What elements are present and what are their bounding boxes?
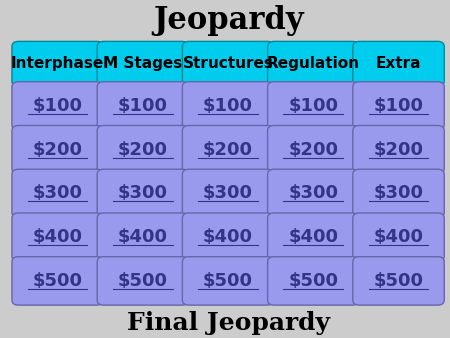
Text: $200: $200 (374, 141, 423, 159)
Text: Interphase: Interphase (11, 56, 104, 71)
FancyBboxPatch shape (353, 213, 444, 261)
Text: $100: $100 (33, 97, 83, 115)
FancyBboxPatch shape (268, 169, 359, 218)
Text: $200: $200 (203, 141, 253, 159)
FancyBboxPatch shape (182, 41, 274, 87)
FancyBboxPatch shape (97, 169, 189, 218)
FancyBboxPatch shape (12, 41, 104, 87)
Text: Extra: Extra (376, 56, 421, 71)
FancyBboxPatch shape (12, 169, 104, 218)
FancyBboxPatch shape (97, 41, 189, 87)
FancyBboxPatch shape (97, 82, 189, 130)
FancyBboxPatch shape (353, 257, 444, 305)
Text: Structures: Structures (183, 56, 274, 71)
Text: $300: $300 (288, 185, 338, 202)
Text: $500: $500 (288, 272, 338, 290)
FancyBboxPatch shape (268, 257, 359, 305)
FancyBboxPatch shape (182, 125, 274, 174)
Text: Final Jeopardy: Final Jeopardy (126, 311, 329, 335)
FancyBboxPatch shape (182, 257, 274, 305)
Text: $500: $500 (203, 272, 253, 290)
Text: $300: $300 (118, 185, 168, 202)
Text: $500: $500 (33, 272, 83, 290)
Text: Regulation: Regulation (267, 56, 360, 71)
FancyBboxPatch shape (268, 82, 359, 130)
FancyBboxPatch shape (97, 213, 189, 261)
Text: $400: $400 (374, 228, 423, 246)
Text: Jeopardy: Jeopardy (153, 5, 303, 36)
FancyBboxPatch shape (12, 257, 104, 305)
Text: M Stages: M Stages (103, 56, 183, 71)
Text: $300: $300 (374, 185, 423, 202)
FancyBboxPatch shape (12, 213, 104, 261)
FancyBboxPatch shape (182, 213, 274, 261)
FancyBboxPatch shape (268, 125, 359, 174)
FancyBboxPatch shape (182, 169, 274, 218)
FancyBboxPatch shape (12, 82, 104, 130)
Text: $200: $200 (288, 141, 338, 159)
FancyBboxPatch shape (353, 41, 444, 87)
FancyBboxPatch shape (353, 169, 444, 218)
Text: $400: $400 (33, 228, 83, 246)
Text: $400: $400 (288, 228, 338, 246)
Text: $200: $200 (33, 141, 83, 159)
Text: $200: $200 (118, 141, 168, 159)
Text: $100: $100 (118, 97, 168, 115)
FancyBboxPatch shape (97, 257, 189, 305)
Text: $400: $400 (203, 228, 253, 246)
FancyBboxPatch shape (353, 125, 444, 174)
Text: $400: $400 (118, 228, 168, 246)
FancyBboxPatch shape (182, 82, 274, 130)
Text: $300: $300 (203, 185, 253, 202)
FancyBboxPatch shape (268, 213, 359, 261)
FancyBboxPatch shape (97, 125, 189, 174)
Text: $100: $100 (374, 97, 423, 115)
FancyBboxPatch shape (353, 82, 444, 130)
FancyBboxPatch shape (268, 41, 359, 87)
FancyBboxPatch shape (12, 125, 104, 174)
Text: $300: $300 (33, 185, 83, 202)
Text: $100: $100 (203, 97, 253, 115)
Text: $500: $500 (118, 272, 168, 290)
Text: $500: $500 (374, 272, 423, 290)
Text: $100: $100 (288, 97, 338, 115)
